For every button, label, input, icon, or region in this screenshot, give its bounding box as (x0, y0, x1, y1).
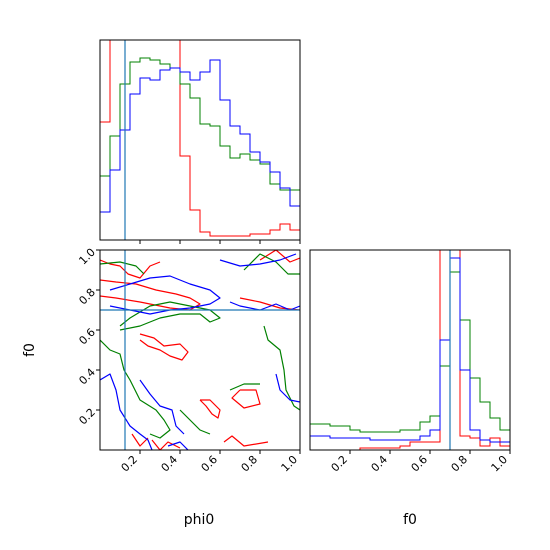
f0-ytick-label: 1.0 (76, 246, 98, 268)
contour-green (243, 253, 300, 275)
f0-histogram-panel (309, 249, 511, 451)
contour-red (131, 433, 149, 447)
phi0-xtick-label: 0.6 (199, 453, 221, 475)
f0-xtick-label: 0.8 (449, 453, 471, 475)
f0-ytick-label: 0.2 (76, 406, 98, 428)
phi0-f0-contour-panel (99, 249, 301, 451)
contour-green (100, 261, 145, 275)
f0-ytick-label: 0.4 (76, 366, 98, 388)
phi0-xtick-label: 0.8 (239, 453, 261, 475)
contour-blue (139, 379, 185, 435)
contour-green (100, 339, 171, 439)
contour-red (231, 389, 261, 409)
x-axis-label-phi0: phi0 (184, 512, 215, 528)
contour-red (259, 250, 300, 263)
f0-hist-frame (309, 249, 511, 451)
contour-red (151, 439, 181, 450)
phi0-xtick-label: 0.4 (159, 453, 181, 475)
contour-red (239, 297, 300, 311)
f0-hist-green (309, 271, 511, 450)
contour-red (199, 399, 221, 419)
f0-xtick-label: 0.4 (369, 453, 391, 475)
f0-ytick-label: 0.6 (76, 326, 98, 348)
contour-green (119, 301, 221, 331)
x-axis-label-f0: f0 (403, 512, 417, 528)
f0-xtick-label: 1.0 (489, 453, 511, 475)
contour-blue (275, 373, 300, 403)
contour-frame (99, 249, 301, 451)
y-axis-label-f0: f0 (22, 343, 38, 357)
contour-green (263, 325, 300, 411)
phi0-hist-frame (99, 39, 301, 241)
phi0-histogram-panel (99, 39, 301, 244)
f0-hist-blue (309, 257, 511, 450)
phi0-hist-blue (99, 59, 301, 240)
contour-red (139, 333, 189, 361)
phi0-xtick-label: 1.0 (279, 453, 301, 475)
phi0-xtick-label: 0.2 (119, 453, 141, 475)
phi0-hist-green (99, 57, 301, 240)
contour-blue (167, 441, 189, 450)
contour-green (179, 409, 211, 435)
f0-ytick-label: 0.8 (76, 286, 98, 308)
f0-hist-red (310, 249, 511, 451)
f0-xtick-label: 0.2 (329, 453, 351, 475)
contour-blue (219, 253, 297, 267)
contour-red (100, 259, 161, 279)
contour-green (229, 383, 260, 391)
contour-blue (229, 301, 300, 311)
f0-xtick-label: 0.6 (409, 453, 431, 475)
contour-red (223, 435, 269, 447)
contours (100, 250, 300, 450)
contour-blue (109, 275, 221, 315)
